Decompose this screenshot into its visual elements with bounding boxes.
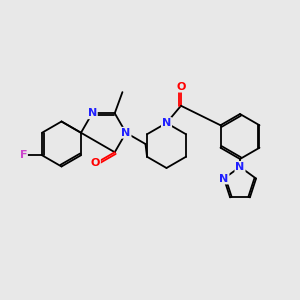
Text: O: O <box>176 82 186 92</box>
Text: N: N <box>219 173 229 184</box>
Text: N: N <box>88 108 97 118</box>
Text: F: F <box>20 150 27 160</box>
Text: N: N <box>236 162 244 172</box>
Text: N: N <box>122 128 130 138</box>
Text: O: O <box>91 158 100 169</box>
Text: N: N <box>162 118 171 128</box>
